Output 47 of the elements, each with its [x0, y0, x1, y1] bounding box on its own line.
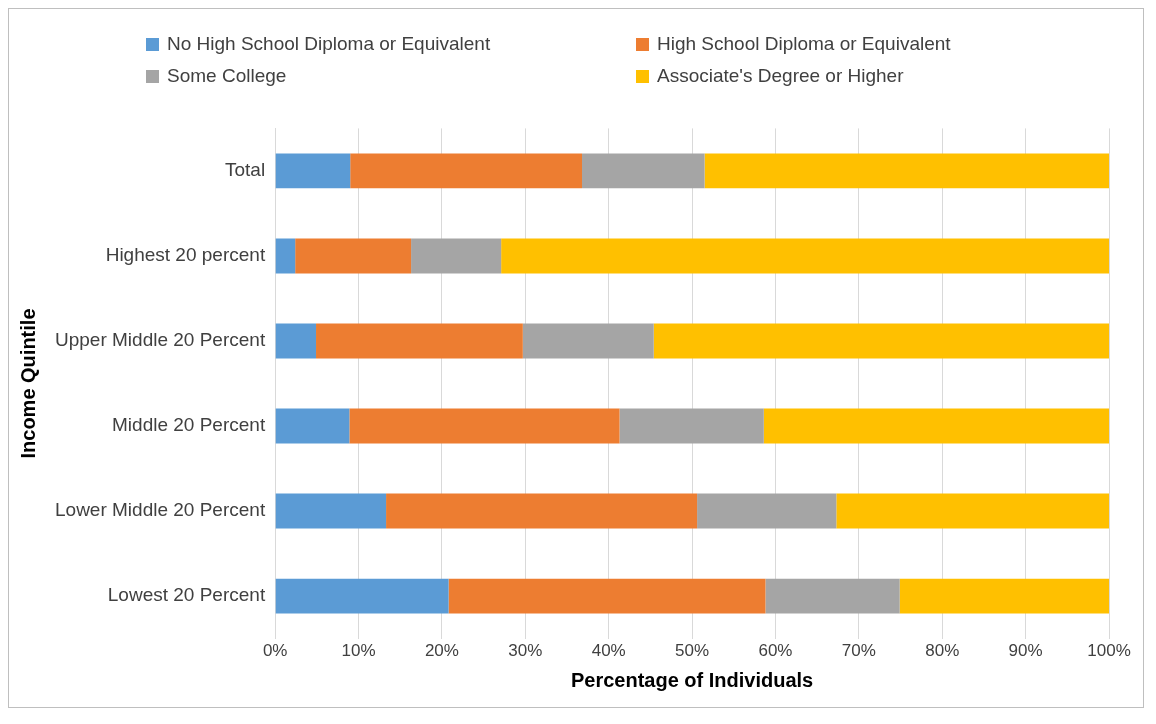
bar — [386, 493, 698, 529]
bar — [582, 153, 705, 189]
y-tick-label: Upper Middle 20 Percent — [55, 329, 266, 351]
x-tick-label: 10% — [341, 641, 376, 661]
y-tick-label: Lower Middle 20 Percent — [55, 499, 266, 521]
x-tick-label: 30% — [508, 641, 543, 661]
bar — [704, 153, 1109, 189]
legend-label: High School Diploma or Equivalent — [657, 33, 951, 55]
y-tick-label: Lowest 20 Percent — [107, 584, 266, 606]
bar — [448, 578, 766, 614]
legend-label: No High School Diploma or Equivalent — [167, 33, 491, 55]
x-tick-label: 0% — [262, 641, 288, 661]
bar — [763, 408, 1109, 444]
x-tick-label: 80% — [925, 641, 960, 661]
bar — [501, 238, 1109, 274]
bar — [697, 493, 837, 529]
bar — [295, 238, 412, 274]
bar — [836, 493, 1109, 529]
x-axis-title: Percentage of Individuals — [570, 668, 814, 691]
x-tick-label: 100% — [1087, 641, 1131, 661]
bar — [275, 408, 350, 444]
bar — [275, 493, 387, 529]
y-tick-label: Middle 20 Percent — [112, 414, 266, 436]
bar — [275, 153, 351, 189]
legend-label: Associate's Degree or Higher — [657, 65, 904, 87]
bar — [275, 578, 449, 614]
bar — [350, 153, 583, 189]
bar — [316, 323, 523, 359]
x-tick-label: 40% — [591, 641, 626, 661]
x-tick-label: 50% — [675, 641, 710, 661]
x-tick-label: 70% — [841, 641, 876, 661]
x-tick-label: 20% — [424, 641, 459, 661]
bar — [653, 323, 1109, 359]
bar — [411, 238, 502, 274]
y-axis-title: Income Quintile — [16, 308, 39, 459]
x-tick-label: 90% — [1008, 641, 1043, 661]
legend-label: Some College — [167, 65, 287, 87]
bar — [275, 323, 317, 359]
y-tick-label: Total — [225, 159, 266, 181]
bar — [899, 578, 1109, 614]
bar — [619, 408, 764, 444]
bar — [275, 238, 296, 274]
bar — [765, 578, 900, 614]
bar — [522, 323, 654, 359]
bar — [349, 408, 620, 444]
y-tick-label: Highest 20 percent — [105, 244, 266, 266]
x-tick-label: 60% — [758, 641, 793, 661]
